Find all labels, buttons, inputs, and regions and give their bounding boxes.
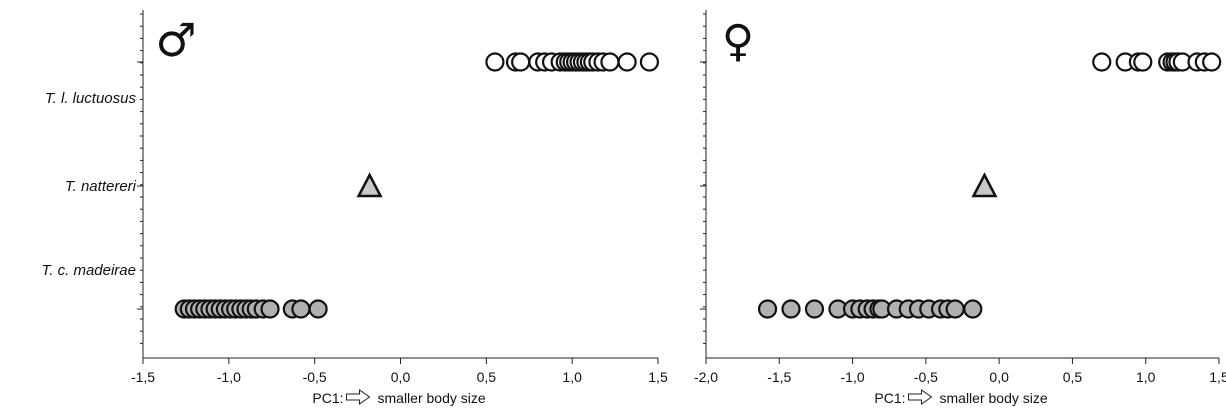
data-point-circle <box>308 299 328 319</box>
x-tick-label: 1,5 <box>648 369 668 385</box>
x-tick-label: 0,5 <box>477 369 497 385</box>
data-point-circle <box>260 299 280 319</box>
x-tick-label: -0,5 <box>303 369 327 385</box>
data-point-circle <box>485 52 505 72</box>
x-tick-label: -0,5 <box>914 369 938 385</box>
data-point-triangle <box>356 172 383 198</box>
x-axis-label-suffix: smaller body size <box>940 390 1048 406</box>
panel-male: -1,5 -1,0 -0,5 0,0 0,5 1,0 1,5 T. l. luctuosus T… <box>42 10 668 406</box>
data-point-circle <box>639 52 660 72</box>
data-point-triangle <box>971 172 998 198</box>
x-tick-label: -1,5 <box>767 369 791 385</box>
x-tick-label: 1,0 <box>562 369 582 385</box>
category-label: T. l. luctuosus <box>45 90 137 107</box>
x-tick-label: -2,0 <box>694 369 718 385</box>
male-symbol-icon: ♂ <box>155 13 196 67</box>
panel-female: -2,0 -1,5 -1,0 -0,5 0,0 0,5 1,0 1,5 ♀ PC1: smaller… <box>694 10 1226 406</box>
x-axis-label-suffix: smaller body size <box>378 390 486 406</box>
x-tick-label: 1,0 <box>1136 369 1156 385</box>
data-point-circle <box>1202 52 1222 72</box>
right-arrow-icon <box>346 389 371 405</box>
female-symbol-icon: ♀ <box>722 16 754 67</box>
x-tick-label: 0,5 <box>1063 369 1083 385</box>
data-point-circle <box>945 299 965 319</box>
x-axis-label-prefix: PC1: <box>874 390 905 406</box>
data-point-circle <box>617 52 637 72</box>
x-tick-label: -1,0 <box>841 369 865 385</box>
data-point-circle <box>963 299 983 319</box>
data-point-circle <box>781 299 801 319</box>
x-tick-label: -1,5 <box>131 369 155 385</box>
category-label: T. c. madeirae <box>42 262 137 279</box>
category-label: T. nattereri <box>65 178 137 195</box>
x-tick-label: 1,5 <box>1209 369 1226 385</box>
data-point-circle <box>757 299 778 319</box>
x-tick-label: 0,0 <box>989 369 1009 385</box>
data-point-circle <box>511 52 531 72</box>
data-point-circle <box>1092 52 1112 72</box>
x-tick-label: 0,0 <box>391 369 411 385</box>
data-point-circle <box>1133 52 1153 72</box>
right-arrow-icon <box>908 389 933 405</box>
x-tick-label: -1,0 <box>217 369 241 385</box>
data-point-circle <box>291 299 311 319</box>
x-axis-label-prefix: PC1: <box>312 390 343 406</box>
data-point-circle <box>600 52 620 72</box>
data-point-circle <box>804 299 825 319</box>
